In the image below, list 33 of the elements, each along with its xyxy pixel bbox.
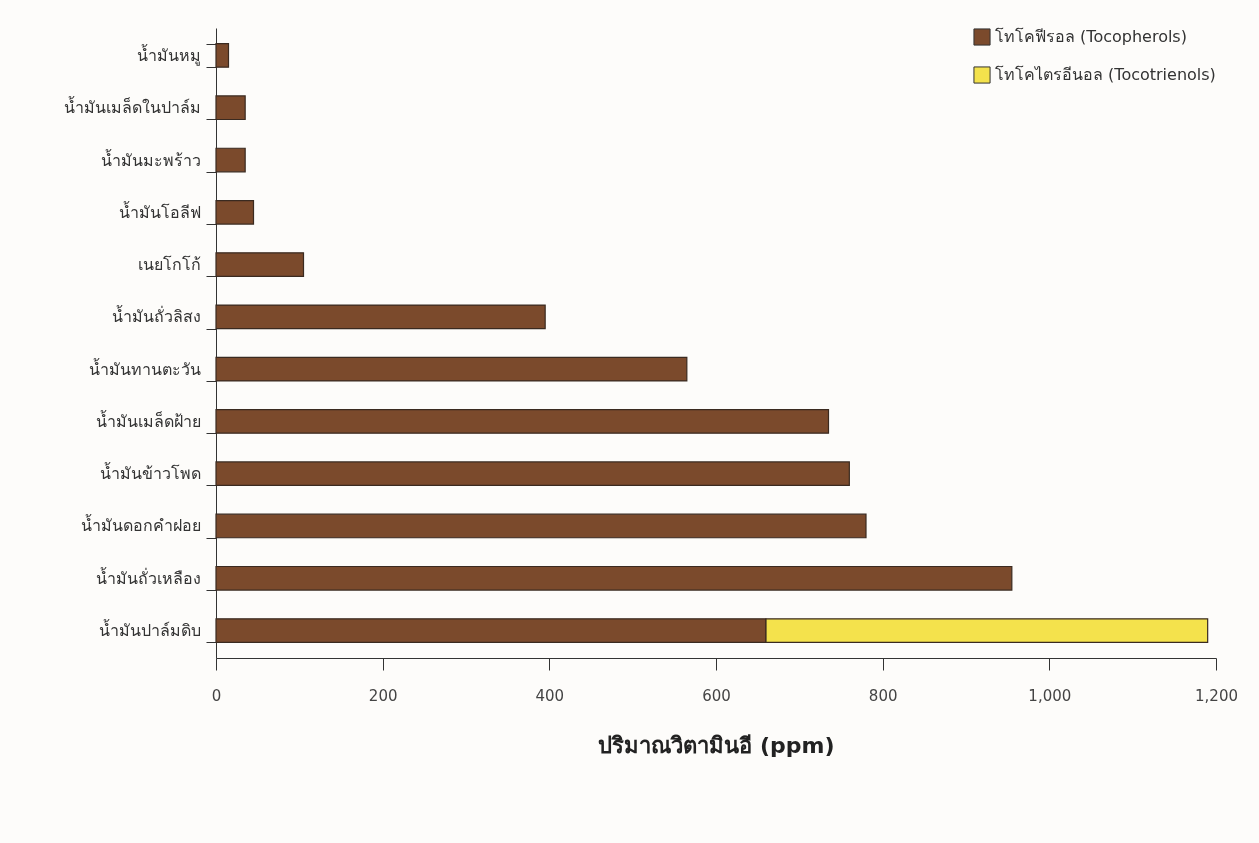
legend-label: โทโคฟีรอล (Tocopherols) [995, 27, 1187, 46]
bar [215, 252, 305, 277]
y-tick-label: น้ำมันดอกคำฝอย [80, 514, 201, 536]
y-tick-label: น้ำมันมะพร้าว [100, 148, 201, 170]
y-tick-label: น้ำมันปาล์มดิบ [98, 619, 201, 641]
y-tick-label: น้ำมันถั่วเหลือง [95, 566, 201, 588]
bar [215, 147, 246, 173]
bar [215, 304, 546, 330]
x-tick-label: 600 [702, 686, 731, 705]
bar [215, 356, 688, 382]
x-tick-label: 1,000 [1028, 686, 1072, 705]
bar [215, 95, 246, 121]
x-axis-title: ปริมาณวิตามินอี (ppm) [598, 732, 835, 758]
y-tick-label: น้ำมันเมล็ดในปาล์ม [63, 96, 201, 118]
bar [215, 199, 255, 225]
y-tick-label: เนยโกโก้ [137, 255, 201, 275]
bar [215, 513, 867, 539]
bar [215, 409, 830, 434]
x-tick-label: 1,200 [1195, 686, 1238, 705]
x-tick-label: 200 [368, 686, 398, 705]
y-tick-label: น้ำมันหมู [136, 43, 201, 66]
x-tick-label: 0 [211, 686, 222, 705]
y-tick-label: น้ำมันข้าวโพด [99, 462, 201, 484]
bar [215, 43, 230, 68]
bar [215, 461, 850, 487]
x-tick-label: 800 [868, 686, 898, 705]
x-tick-label: 400 [535, 686, 565, 705]
y-tick-label: น้ำมันเมล็ดฝ้าย [95, 409, 201, 431]
y-tick-label: น้ำมันโอลีฟ [118, 200, 201, 222]
y-tick-label: น้ำมันทานตะวัน [88, 357, 201, 379]
legend-label: โทโคไตรอีนอล (Tocotrienols) [995, 65, 1216, 84]
bar [215, 565, 1013, 591]
y-tick-label: น้ำมันถั่วลิสง [111, 305, 201, 327]
